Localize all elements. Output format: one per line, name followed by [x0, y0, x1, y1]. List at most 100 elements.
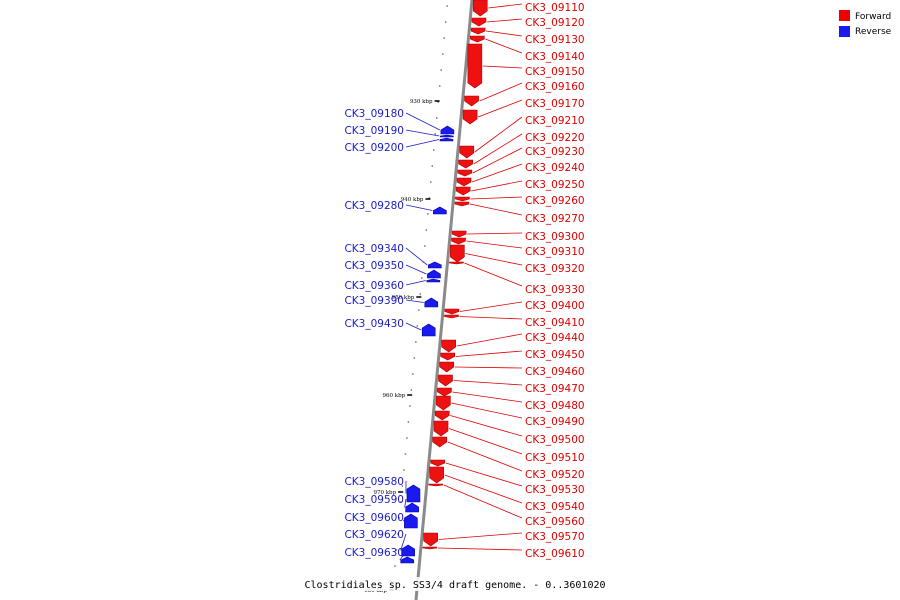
- reverse-gene[interactable]: CK3_09620: [344, 529, 415, 557]
- reverse-gene-label[interactable]: CK3_09580: [344, 476, 404, 488]
- reverse-gene-label[interactable]: CK3_09430: [344, 318, 404, 330]
- forward-gene[interactable]: CK3_09470: [438, 374, 585, 395]
- forward-gene-label[interactable]: CK3_09310: [525, 246, 585, 258]
- forward-gene[interactable]: CK3_09330: [449, 261, 585, 296]
- forward-gene-block[interactable]: [449, 261, 464, 265]
- forward-gene-block[interactable]: [459, 145, 475, 159]
- reverse-gene-label[interactable]: CK3_09350: [344, 260, 404, 272]
- forward-gene-block[interactable]: [455, 186, 471, 196]
- forward-gene[interactable]: CK3_09260: [455, 195, 585, 207]
- forward-gene-block[interactable]: [432, 436, 448, 448]
- forward-gene-label[interactable]: CK3_09260: [525, 195, 585, 207]
- reverse-gene-block[interactable]: [426, 278, 441, 283]
- forward-gene[interactable]: CK3_09240: [456, 162, 585, 187]
- forward-gene-label[interactable]: CK3_09410: [525, 317, 585, 329]
- forward-gene-label[interactable]: CK3_09560: [525, 516, 585, 528]
- forward-gene[interactable]: CK3_09220: [458, 132, 585, 169]
- forward-gene-block[interactable]: [451, 237, 466, 245]
- forward-gene-label[interactable]: CK3_09330: [525, 284, 585, 296]
- forward-gene[interactable]: CK3_09490: [436, 395, 585, 428]
- forward-gene[interactable]: CK3_09610: [422, 546, 585, 560]
- forward-gene-label[interactable]: CK3_09540: [525, 501, 585, 513]
- reverse-gene-label[interactable]: CK3_09630: [344, 547, 404, 559]
- forward-gene-block[interactable]: [444, 314, 459, 319]
- forward-gene-block[interactable]: [430, 459, 446, 467]
- forward-gene-block[interactable]: [456, 177, 472, 187]
- forward-gene-block[interactable]: [458, 159, 473, 169]
- forward-gene-label[interactable]: CK3_09530: [525, 484, 585, 496]
- forward-gene[interactable]: CK3_09110: [472, 0, 585, 17]
- forward-gene-label[interactable]: CK3_09270: [525, 213, 585, 225]
- forward-gene-label[interactable]: CK3_09460: [525, 366, 585, 378]
- forward-gene-label[interactable]: CK3_09500: [525, 434, 585, 446]
- forward-gene-label[interactable]: CK3_09150: [525, 66, 585, 78]
- forward-gene[interactable]: CK3_09300: [451, 230, 585, 243]
- reverse-gene[interactable]: CK3_09340: [344, 243, 442, 269]
- forward-gene[interactable]: CK3_09160: [464, 81, 585, 107]
- reverse-gene-label[interactable]: CK3_09620: [344, 529, 404, 541]
- reverse-gene-label[interactable]: CK3_09190: [344, 125, 404, 137]
- forward-gene[interactable]: CK3_09500: [434, 410, 585, 446]
- forward-gene-block[interactable]: [462, 109, 478, 125]
- reverse-gene-block[interactable]: [421, 323, 436, 337]
- forward-gene-block[interactable]: [433, 420, 449, 437]
- forward-gene-label[interactable]: CK3_09140: [525, 51, 585, 63]
- forward-gene-label[interactable]: CK3_09490: [525, 416, 585, 428]
- forward-gene[interactable]: CK3_09210: [459, 115, 585, 159]
- forward-gene[interactable]: CK3_09520: [432, 436, 585, 481]
- reverse-gene-label[interactable]: CK3_09360: [344, 280, 404, 292]
- forward-gene-block[interactable]: [450, 244, 465, 263]
- forward-gene-label[interactable]: CK3_09320: [525, 263, 585, 275]
- forward-gene[interactable]: CK3_09460: [439, 361, 585, 378]
- forward-gene[interactable]: CK3_09140: [470, 35, 585, 63]
- reverse-gene[interactable]: CK3_09390: [344, 295, 439, 308]
- forward-gene[interactable]: CK3_09480: [437, 387, 585, 412]
- forward-gene-block[interactable]: [455, 196, 470, 202]
- reverse-gene[interactable]: CK3_09590: [344, 494, 419, 513]
- forward-gene[interactable]: CK3_09510: [433, 420, 585, 464]
- forward-gene[interactable]: CK3_09250: [455, 179, 585, 196]
- forward-gene-label[interactable]: CK3_09240: [525, 162, 585, 174]
- forward-gene-label[interactable]: CK3_09470: [525, 383, 585, 395]
- forward-gene[interactable]: CK3_09440: [441, 332, 585, 353]
- reverse-gene[interactable]: CK3_09190: [344, 125, 454, 138]
- forward-gene-label[interactable]: CK3_09110: [525, 2, 585, 14]
- reverse-gene-block[interactable]: [405, 502, 419, 513]
- reverse-gene-label[interactable]: CK3_09180: [344, 108, 404, 120]
- forward-gene-label[interactable]: CK3_09520: [525, 469, 585, 481]
- forward-gene-label[interactable]: CK3_09450: [525, 349, 585, 361]
- forward-gene-block[interactable]: [434, 410, 450, 421]
- forward-gene-label[interactable]: CK3_09510: [525, 452, 585, 464]
- forward-gene-block[interactable]: [472, 0, 488, 17]
- forward-gene[interactable]: CK3_09120: [471, 17, 585, 29]
- reverse-gene-label[interactable]: CK3_09590: [344, 494, 404, 506]
- forward-gene-label[interactable]: CK3_09610: [525, 548, 585, 560]
- reverse-gene-block[interactable]: [427, 269, 441, 279]
- forward-gene-label[interactable]: CK3_09230: [525, 146, 585, 158]
- forward-gene-block[interactable]: [471, 17, 487, 27]
- reverse-gene-label[interactable]: CK3_09280: [344, 200, 404, 212]
- forward-gene[interactable]: CK3_09230: [457, 146, 585, 177]
- forward-gene[interactable]: CK3_09530: [430, 459, 585, 496]
- forward-gene-block[interactable]: [428, 483, 444, 487]
- reverse-gene-block[interactable]: [424, 297, 439, 308]
- reverse-gene-block[interactable]: [433, 206, 447, 215]
- forward-gene-block[interactable]: [439, 361, 455, 373]
- reverse-gene[interactable]: CK3_09280: [344, 200, 447, 215]
- forward-gene-label[interactable]: CK3_09220: [525, 132, 585, 144]
- forward-gene-label[interactable]: CK3_09160: [525, 81, 585, 93]
- reverse-gene-block[interactable]: [404, 513, 418, 529]
- forward-gene-label[interactable]: CK3_09480: [525, 400, 585, 412]
- forward-gene[interactable]: CK3_09540: [429, 466, 585, 513]
- forward-gene-block[interactable]: [429, 466, 444, 484]
- forward-gene-block[interactable]: [423, 532, 438, 547]
- forward-gene-block[interactable]: [457, 169, 473, 177]
- forward-gene-block[interactable]: [441, 339, 457, 353]
- forward-gene-label[interactable]: CK3_09250: [525, 179, 585, 191]
- forward-gene-label[interactable]: CK3_09300: [525, 231, 585, 243]
- reverse-gene[interactable]: CK3_09630: [344, 547, 415, 564]
- forward-gene-label[interactable]: CK3_09210: [525, 115, 585, 127]
- forward-gene-block[interactable]: [438, 374, 453, 387]
- forward-gene-block[interactable]: [451, 230, 467, 238]
- reverse-gene-label[interactable]: CK3_09390: [344, 295, 404, 307]
